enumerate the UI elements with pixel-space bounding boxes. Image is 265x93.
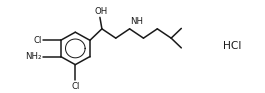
- Text: HCl: HCl: [223, 41, 242, 51]
- Text: Cl: Cl: [33, 36, 42, 45]
- Text: Cl: Cl: [71, 82, 80, 91]
- Text: NH₂: NH₂: [25, 52, 42, 61]
- Text: OH: OH: [94, 7, 108, 16]
- Text: NH: NH: [131, 17, 144, 26]
